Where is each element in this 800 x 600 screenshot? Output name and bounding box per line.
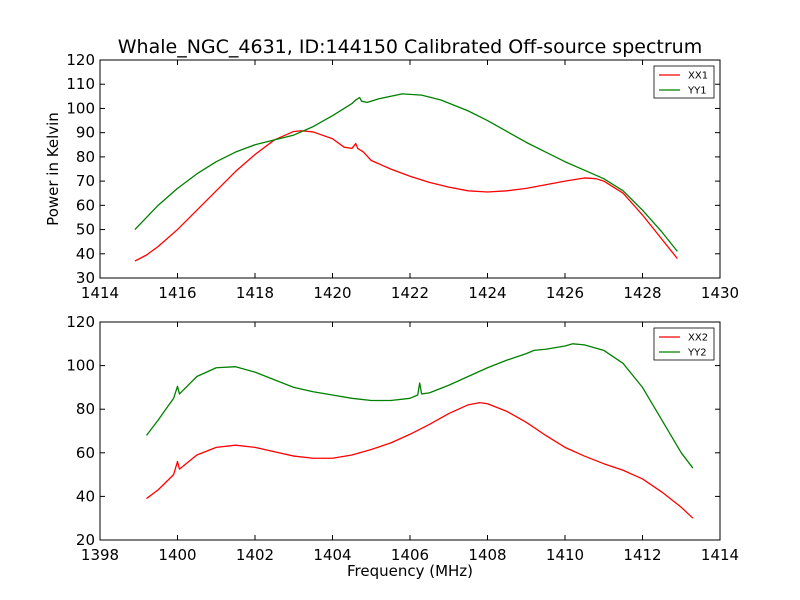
legend-label-xx2: XX2 bbox=[688, 333, 708, 344]
x-tick-label: 1422 bbox=[391, 284, 429, 302]
legend-box bbox=[653, 327, 715, 361]
x-tick-label: 1408 bbox=[468, 546, 506, 564]
legend-label-yy1: YY1 bbox=[687, 86, 707, 97]
subplot-1: 1414 1416 1418 1420 1422 1424 1426 1428 1430 30 40… bbox=[44, 51, 739, 302]
y-tick-label: 60 bbox=[76, 444, 95, 462]
x-tick-label: 1398 bbox=[81, 546, 119, 564]
x-tick-label: 1414 bbox=[81, 284, 119, 302]
y-tick-label: 30 bbox=[76, 269, 95, 287]
x-tick-label: 1414 bbox=[701, 546, 739, 564]
x-tick-label: 1406 bbox=[391, 546, 429, 564]
y-tick-label: 90 bbox=[76, 124, 95, 142]
y-tick-label: 100 bbox=[66, 99, 95, 117]
x-tick-label: 1428 bbox=[623, 284, 661, 302]
legend-label-xx1: XX1 bbox=[688, 71, 708, 82]
y-tick-label: 80 bbox=[76, 400, 95, 418]
subplot-2: 1398 1400 1402 1404 1406 1408 1410 1412 1414 20 40… bbox=[66, 313, 739, 580]
y-tick-label: 40 bbox=[76, 487, 95, 505]
legend-box bbox=[653, 65, 715, 99]
x-axis-label: Frequency (MHz) bbox=[347, 562, 473, 580]
legend-label-yy2: YY2 bbox=[687, 348, 707, 359]
y-tick-label: 100 bbox=[66, 357, 95, 375]
x-tick-label: 1418 bbox=[236, 284, 274, 302]
y-tick-label: 120 bbox=[66, 313, 95, 331]
y-tick-label: 40 bbox=[76, 245, 95, 263]
series-line-xx1 bbox=[134, 130, 678, 262]
y-tick-label: 120 bbox=[66, 51, 95, 69]
x-tick-label: 1412 bbox=[623, 546, 661, 564]
y-tick-label: 70 bbox=[76, 172, 95, 190]
y-tick-label: 20 bbox=[76, 531, 95, 549]
y-tick-label: 80 bbox=[76, 148, 95, 166]
y-axis-label: Power in Kelvin bbox=[44, 112, 62, 226]
y-tick-label: 50 bbox=[76, 221, 95, 239]
chart-title: Whale_NGC_4631, ID:144150 Calibrated Off… bbox=[118, 36, 702, 58]
x-tick-label: 1410 bbox=[546, 546, 584, 564]
x-tick-label: 1416 bbox=[158, 284, 196, 302]
x-tick-label: 1426 bbox=[546, 284, 584, 302]
series-line-yy2 bbox=[145, 343, 694, 469]
x-tick-label: 1424 bbox=[468, 284, 506, 302]
x-tick-label: 1402 bbox=[236, 546, 274, 564]
series-line-xx2 bbox=[146, 402, 694, 519]
x-tick-label: 1400 bbox=[158, 546, 196, 564]
x-tick-label: 1420 bbox=[313, 284, 351, 302]
y-tick-label: 60 bbox=[76, 196, 95, 214]
series-line-yy1 bbox=[134, 93, 678, 252]
x-tick-label: 1430 bbox=[701, 284, 739, 302]
x-tick-label: 1404 bbox=[313, 546, 351, 564]
y-tick-label: 110 bbox=[66, 75, 95, 93]
